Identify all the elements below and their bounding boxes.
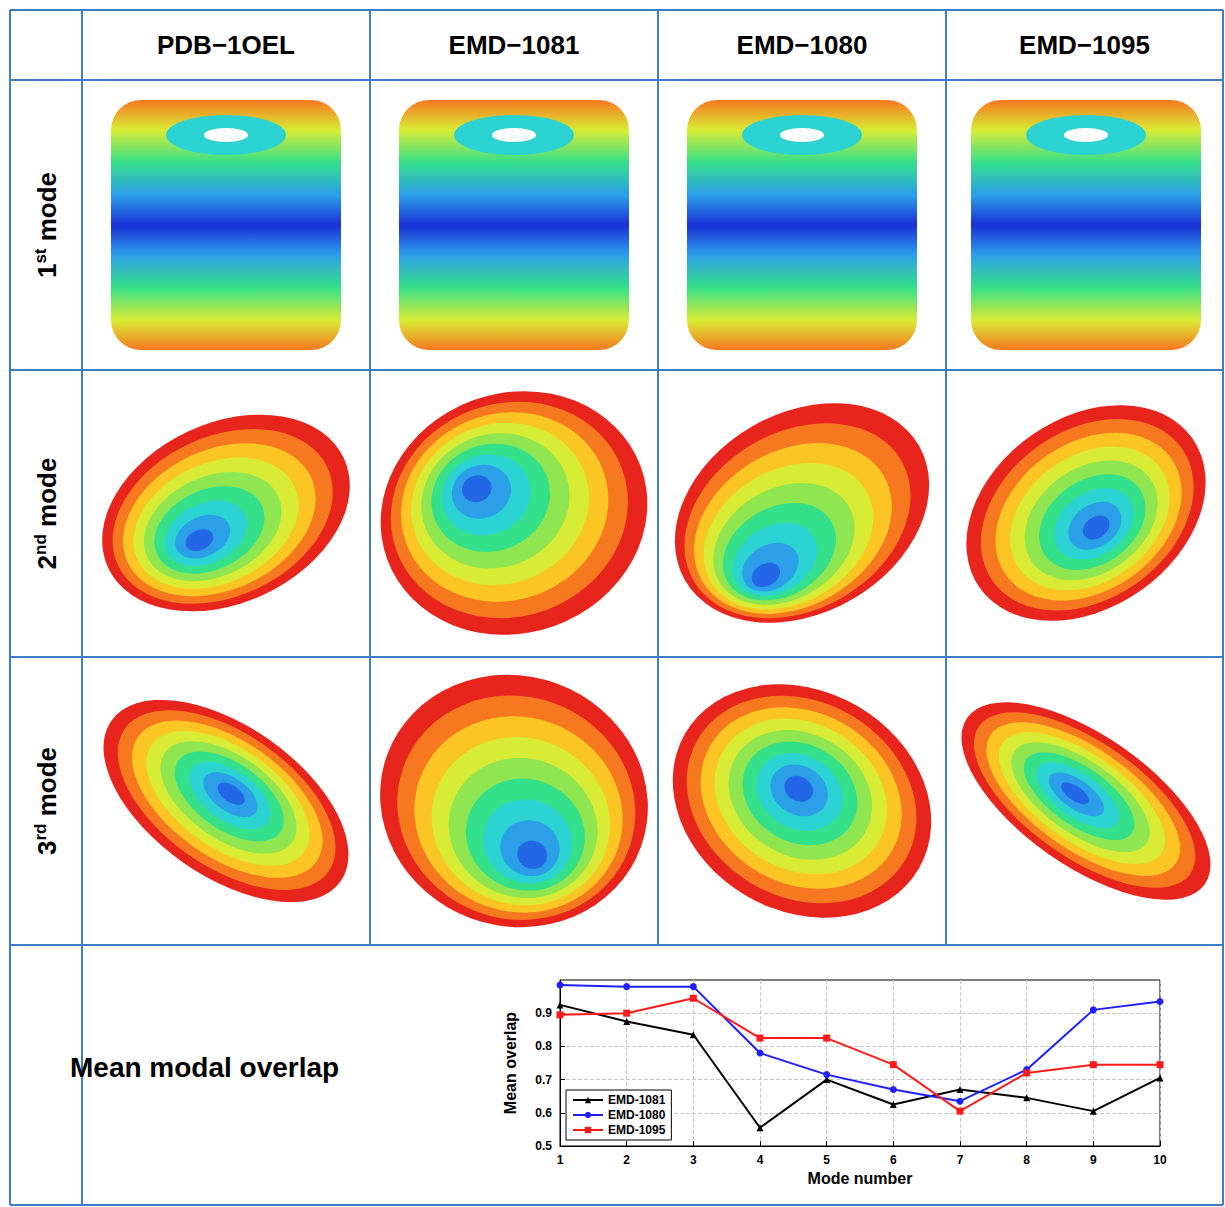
svg-text:PDB−1OEL: PDB−1OEL	[157, 30, 295, 60]
svg-text:0.5: 0.5	[535, 1139, 552, 1153]
svg-text:Mean overlap: Mean overlap	[502, 1012, 519, 1114]
svg-text:EMD-1095: EMD-1095	[608, 1123, 666, 1137]
svg-text:0.6: 0.6	[535, 1106, 552, 1120]
svg-text:EMD−1081: EMD−1081	[449, 30, 580, 60]
svg-text:1st mode: 1st mode	[31, 172, 62, 278]
svg-text:Mode number: Mode number	[808, 1170, 913, 1187]
svg-text:3rd mode: 3rd mode	[31, 747, 62, 855]
svg-text:0.9: 0.9	[535, 1006, 552, 1020]
svg-text:EMD−1095: EMD−1095	[1019, 30, 1150, 60]
svg-text:2: 2	[623, 1153, 630, 1167]
svg-text:6: 6	[890, 1153, 897, 1167]
svg-text:0.7: 0.7	[535, 1073, 552, 1087]
svg-text:0.8: 0.8	[535, 1039, 552, 1053]
svg-text:1: 1	[557, 1153, 564, 1167]
svg-text:10: 10	[1153, 1153, 1167, 1167]
svg-text:8: 8	[1023, 1153, 1030, 1167]
svg-text:EMD-1080: EMD-1080	[608, 1108, 666, 1122]
svg-text:7: 7	[957, 1153, 964, 1167]
svg-text:4: 4	[757, 1153, 764, 1167]
svg-text:3: 3	[690, 1153, 697, 1167]
svg-text:9: 9	[1090, 1153, 1097, 1167]
svg-text:EMD-1081: EMD-1081	[608, 1093, 666, 1107]
svg-text:5: 5	[823, 1153, 830, 1167]
svg-text:Mean modal overlap: Mean modal overlap	[70, 1052, 339, 1083]
svg-text:2nd mode: 2nd mode	[31, 458, 62, 570]
svg-text:EMD−1080: EMD−1080	[737, 30, 868, 60]
